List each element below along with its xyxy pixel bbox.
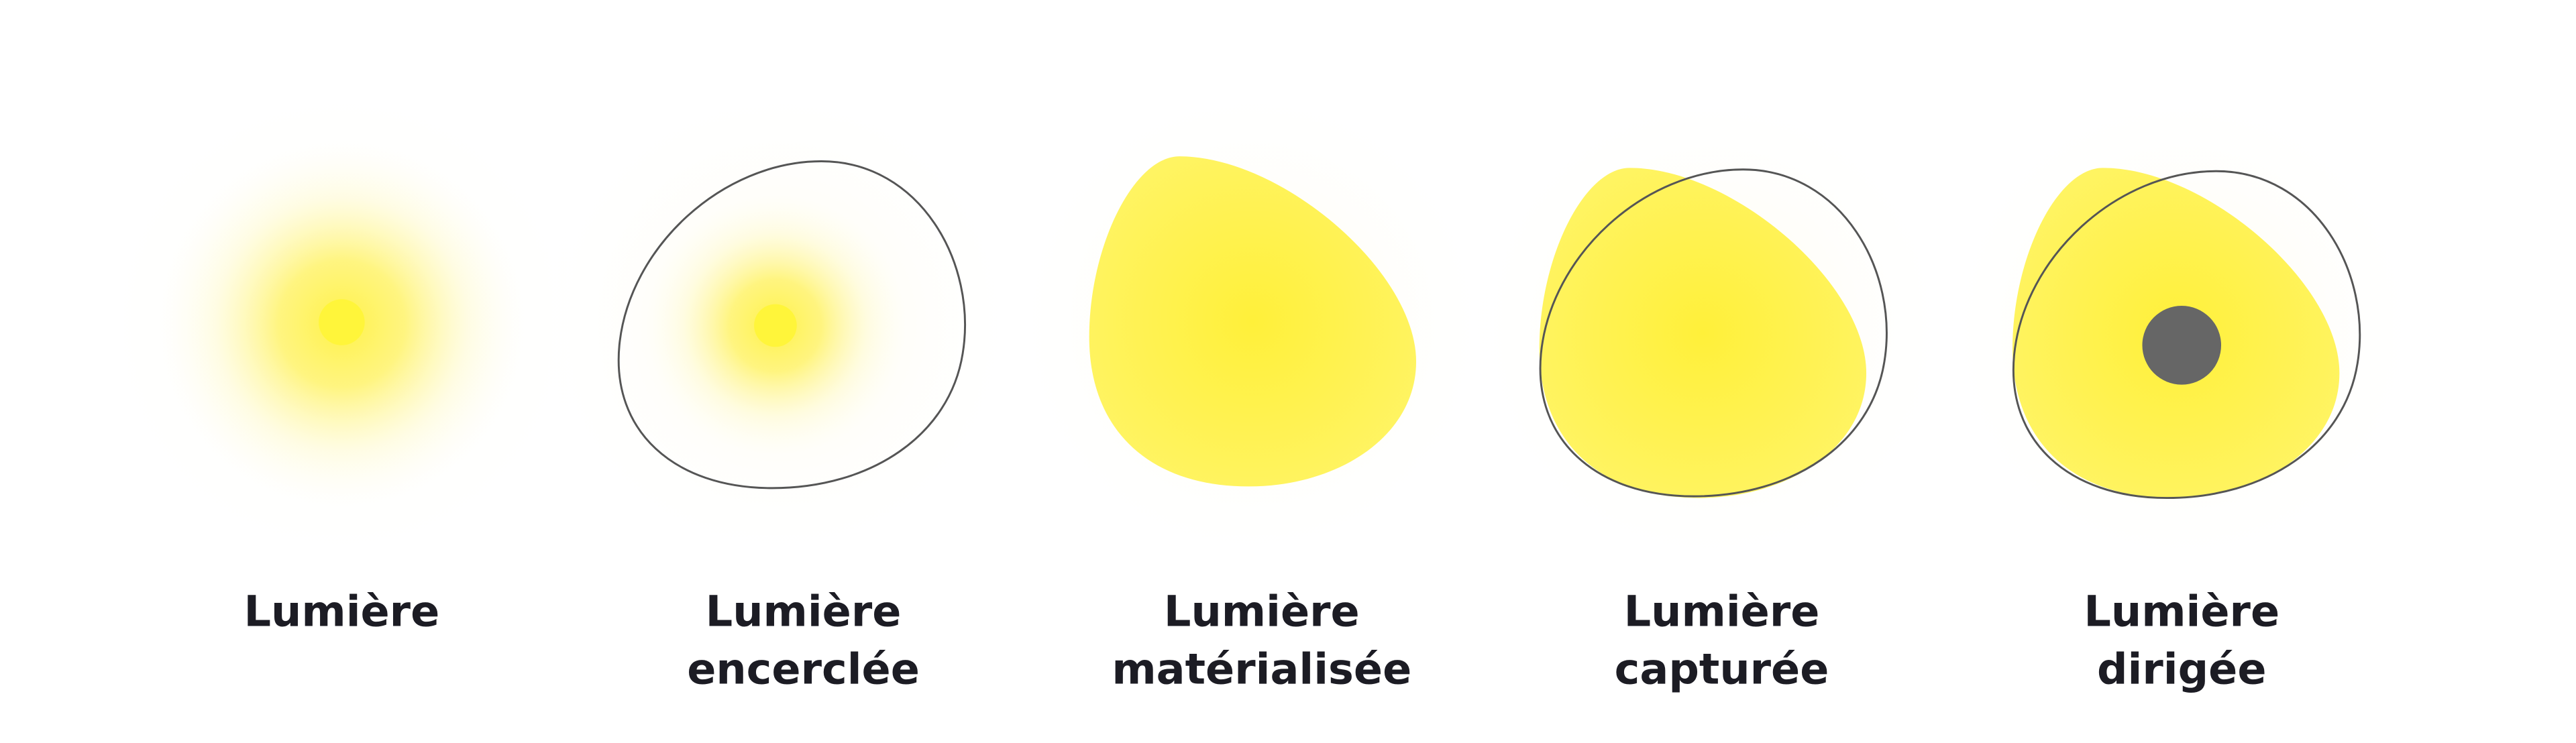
label: matérialisée (1112, 644, 1411, 694)
label: Lumière (1624, 587, 1820, 637)
label: capturée (1615, 644, 1829, 694)
encircled-light (532, 77, 1026, 571)
label: dirigée (2097, 644, 2267, 694)
materialized-light (1005, 77, 1499, 571)
labels: Lumière Lumière encerclée Lumière matéri… (244, 587, 2279, 695)
directed-light (1935, 82, 2428, 575)
label: Lumière (706, 587, 902, 637)
captured-light (1465, 82, 1959, 575)
label: Lumière (244, 587, 439, 637)
light-glow (95, 77, 588, 571)
label: encerclée (687, 644, 920, 694)
label: Lumière (1164, 587, 1360, 637)
label: Lumière (2084, 587, 2279, 637)
